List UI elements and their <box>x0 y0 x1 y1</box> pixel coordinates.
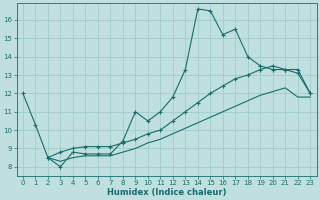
X-axis label: Humidex (Indice chaleur): Humidex (Indice chaleur) <box>107 188 226 197</box>
